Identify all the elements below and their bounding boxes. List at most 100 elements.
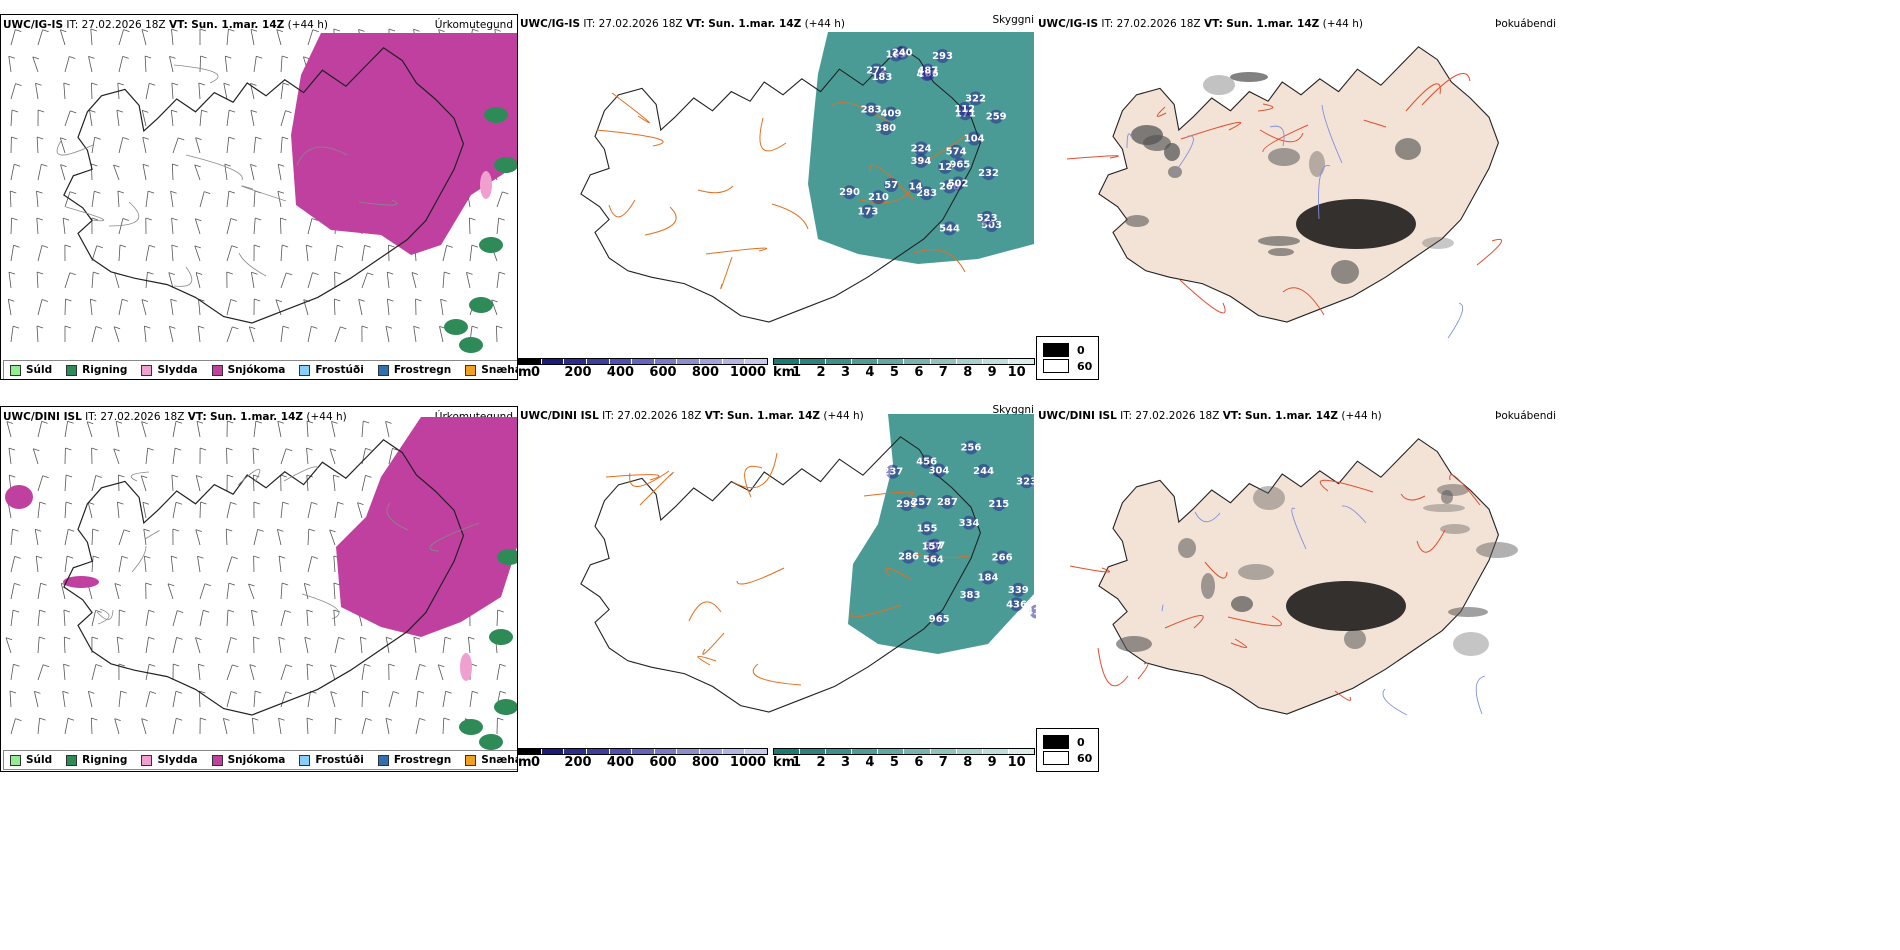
wind-barb-flag — [338, 637, 345, 640]
fog-patch — [1296, 199, 1416, 249]
panel-header: UWC/DINI ISL IT: 27.02.2026 18Z VT: Sun.… — [1038, 410, 1382, 422]
wind-barb — [332, 475, 336, 492]
wind-barb-flag — [36, 136, 44, 140]
wind-barb-flag — [468, 636, 475, 640]
cloud-base-label: 215 — [988, 499, 1009, 510]
wind-barb — [277, 529, 282, 546]
legend-swatch — [377, 364, 389, 376]
road-line — [629, 470, 670, 487]
road-line — [1400, 493, 1426, 501]
colorbar-tick-label: 4 — [865, 365, 875, 380]
sleet-area — [480, 171, 492, 199]
wind-barb-flag — [36, 271, 44, 275]
wind-barb — [360, 637, 363, 654]
cloud-base-cell — [995, 550, 1010, 565]
vt-label: VT: — [187, 411, 207, 423]
wind-barb-flag — [8, 271, 16, 275]
wind-barb-flag — [116, 109, 124, 113]
wind-barb — [361, 664, 365, 681]
wind-barb-flag — [472, 690, 479, 694]
wind-barb — [226, 299, 232, 316]
legend-swatch — [66, 364, 78, 376]
wind-barb — [442, 717, 445, 735]
wind-barb — [307, 218, 313, 235]
wind-barb — [307, 272, 313, 289]
wind-barb — [59, 29, 66, 46]
wind-barb — [388, 244, 390, 262]
wind-barb-flag — [175, 690, 183, 694]
wind-barb-flag — [41, 421, 48, 424]
wind-barb — [195, 137, 201, 154]
wind-barb-flag — [171, 109, 178, 113]
wind-barb-flag — [141, 29, 149, 32]
wind-barb — [361, 420, 364, 438]
cloud-base-cell — [963, 440, 978, 455]
road-line — [1227, 615, 1282, 627]
wind-barb-flag — [11, 109, 19, 113]
colorbar-swatch — [541, 359, 565, 364]
wind-barb-flag — [388, 28, 396, 32]
wind-barb-flag — [311, 218, 319, 221]
wind-barb — [143, 529, 147, 546]
fog-legend-label: 60 — [1077, 359, 1093, 373]
colorbar-swatches — [518, 358, 768, 365]
wind-barb-flag — [499, 690, 507, 694]
wind-barb — [10, 217, 12, 235]
model-name: UWC/DINI ISL — [1038, 410, 1117, 422]
wind-barb — [280, 272, 287, 289]
wind-barb-flag — [69, 56, 76, 59]
wind-barb — [280, 110, 286, 127]
wind-barb-flag — [68, 528, 75, 532]
wind-barb-flag — [176, 717, 183, 721]
wind-barb-flag — [358, 29, 365, 32]
wind-barb — [496, 191, 503, 208]
wind-barb — [8, 56, 12, 73]
wind-barb-flag — [200, 717, 207, 721]
wind-barb-flag — [471, 325, 479, 329]
vt-value: Sun. 1.mar. 14Z — [210, 411, 304, 423]
road-line — [296, 146, 348, 166]
road-line — [732, 452, 778, 489]
wind-barb-flag — [119, 244, 127, 248]
wind-barb — [64, 556, 68, 573]
wind-barb — [280, 502, 284, 519]
model-name: UWC/IG-IS — [3, 19, 64, 31]
wind-barb-flag — [8, 55, 15, 59]
wind-barb-flag — [113, 326, 121, 330]
wind-barb-flag — [255, 217, 262, 221]
wind-barb — [415, 664, 420, 681]
wind-barb — [280, 326, 284, 343]
vt-label: VT: — [1203, 18, 1223, 30]
wind-barb-flag — [250, 109, 258, 113]
wind-barb — [280, 217, 282, 235]
colorbar-swatch — [632, 359, 655, 364]
wind-barb — [358, 299, 363, 316]
colorbar-swatch — [745, 359, 768, 364]
wind-barb-flag — [231, 245, 238, 249]
fog-patch — [1453, 632, 1489, 656]
wind-barb — [113, 326, 120, 343]
wind-barb — [118, 137, 124, 154]
wind-barb-flag — [278, 636, 285, 640]
cloud-base-label: 155 — [917, 523, 938, 534]
wind-barb-flag — [284, 610, 292, 613]
wind-barb-flag — [8, 447, 16, 451]
colorbar-swatch — [852, 359, 879, 364]
wind-barb-flag — [303, 56, 310, 60]
wind-barb — [385, 421, 390, 438]
wind-barb-flag — [195, 272, 203, 275]
wind-barb-flag — [230, 502, 237, 505]
wind-barb-flag — [280, 474, 287, 478]
wind-barb-flag — [471, 244, 479, 248]
wind-barb-flag — [15, 29, 22, 32]
wind-barb — [64, 110, 71, 127]
wind-barb-flag — [362, 690, 369, 694]
wind-barb — [167, 583, 174, 600]
cloud-base-cell — [963, 587, 977, 602]
wind-barb-flag — [63, 82, 70, 86]
wind-barb — [198, 299, 201, 316]
wind-barb — [306, 717, 309, 735]
wind-barb — [496, 272, 500, 289]
wind-barb-flag — [13, 163, 21, 167]
wind-barb-flag — [41, 245, 49, 248]
